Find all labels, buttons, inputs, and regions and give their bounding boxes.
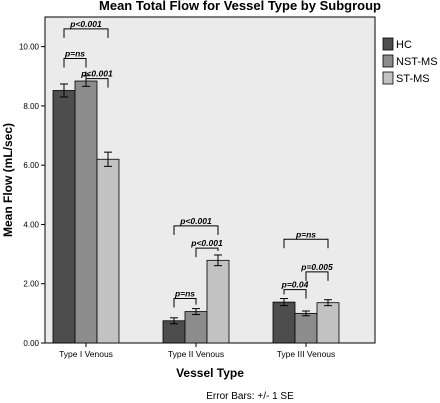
bar: [294, 312, 318, 344]
legend-swatch: [382, 71, 394, 85]
y-tick-label: 10.00: [19, 43, 40, 52]
legend: HC NST-MS ST-MS: [382, 37, 438, 85]
bar: [206, 259, 230, 344]
significance-bracket: [283, 238, 329, 249]
error-bars-footnote: Error Bars: +/- 1 SE: [206, 391, 294, 402]
significance-bracket: [305, 271, 329, 281]
legend-swatch: [382, 37, 394, 51]
significance-bracket: [173, 225, 219, 235]
significance-label: p<0.001: [179, 216, 212, 226]
significance-label: p<0.001: [80, 69, 113, 79]
y-axis-label: Mean Flow (mL/sec): [1, 123, 15, 237]
category-label: Type II Venous: [168, 349, 224, 359]
annotations-group: p<0.001 p=ns p<0.001 p<0.001 p<0.001 p=ns p=ns…: [63, 19, 333, 308]
significance-label: p=0.005: [300, 262, 333, 272]
legend-swatch: [382, 54, 394, 68]
bar: [74, 80, 98, 344]
bar: [52, 90, 76, 344]
bars-group: [52, 80, 340, 344]
significance-label: p=ns: [174, 289, 195, 299]
legend-label: HC: [396, 39, 412, 51]
y-tick-label: 6.00: [23, 161, 39, 170]
error-bars-group: [60, 75, 332, 325]
legend-label: ST-MS: [396, 73, 430, 85]
x-axis-label: Vessel Type: [176, 366, 244, 380]
significance-bracket: [283, 289, 307, 299]
significance-label: p<0.001: [190, 238, 223, 248]
significance-label: p<0.001: [69, 19, 102, 29]
bar: [184, 311, 208, 344]
significance-bracket: [195, 247, 219, 258]
bar: [272, 301, 296, 344]
y-tick-label: 0.00: [23, 339, 39, 348]
significance-bracket: [85, 71, 109, 88]
y-tick-label: 4.00: [23, 220, 39, 229]
significance-label: p=ns: [64, 48, 85, 58]
legend-label: NST-MS: [396, 56, 438, 68]
significance-bracket: [63, 28, 109, 38]
bar: [96, 158, 120, 344]
x-axis: Type I Venous Type II Venous Type III Veno…: [59, 343, 335, 359]
y-axis: 0.00 2.00 4.00 6.00 8.00 10.00: [19, 43, 45, 348]
y-tick-label: 8.00: [23, 102, 39, 111]
significance-bracket: [173, 298, 197, 308]
bar: [316, 302, 340, 344]
y-tick-label: 2.00: [23, 280, 39, 289]
significance-label: p=0.04: [281, 280, 309, 290]
significance-label: p=ns: [295, 229, 316, 239]
significance-bracket: [63, 57, 87, 68]
category-label: Type I Venous: [59, 349, 113, 359]
chart-title: Mean Total Flow for Vessel Type by Subgr…: [99, 0, 381, 13]
category-label: Type III Venous: [277, 349, 336, 359]
